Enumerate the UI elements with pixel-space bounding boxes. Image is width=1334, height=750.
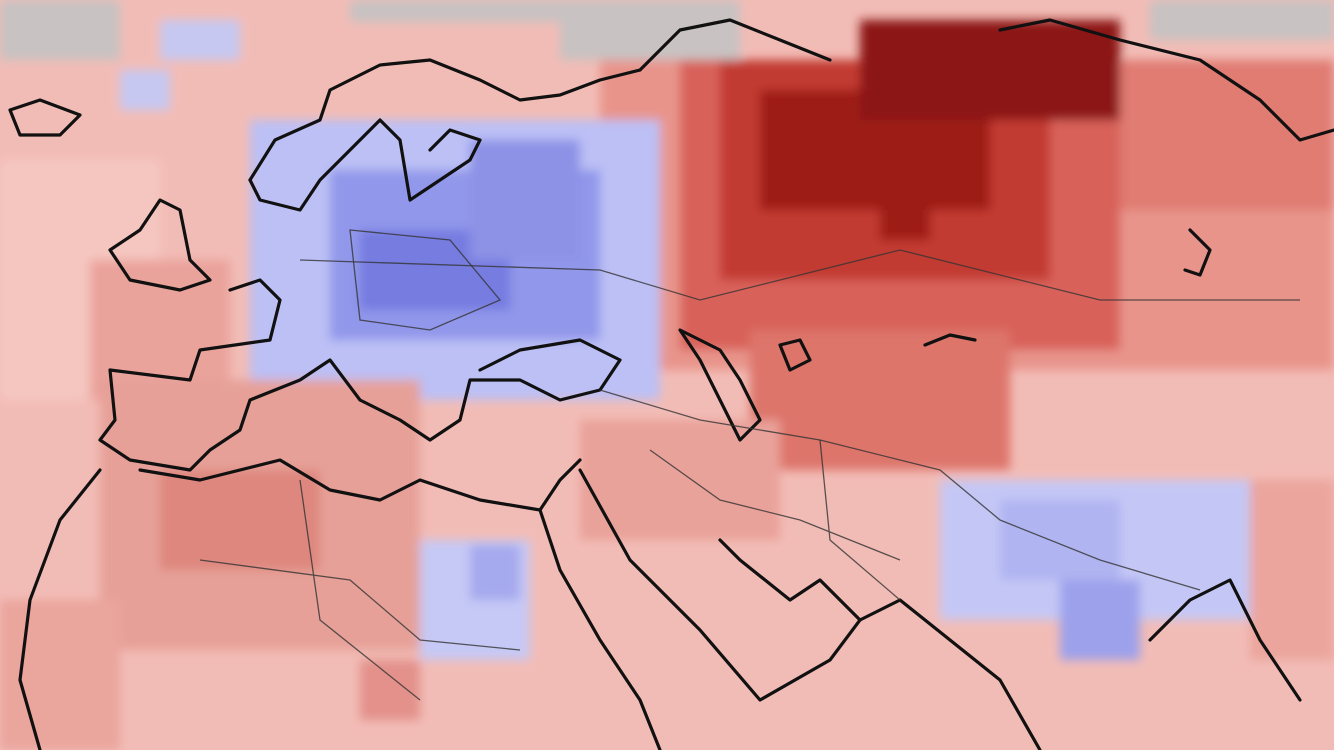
coastline: [1183, 228, 1212, 277]
no-data-cell: [0, 0, 120, 60]
coastline: [98, 278, 622, 472]
cool-cell: [120, 70, 170, 110]
no-data-cell: [560, 0, 740, 60]
coastline: [858, 598, 1042, 750]
lake: [778, 333, 977, 372]
coastline: [18, 468, 102, 750]
coastlines: [8, 18, 1334, 750]
coastline: [248, 58, 642, 182]
warm-cell: [580, 420, 780, 540]
warm-cell: [360, 660, 420, 720]
cool-cell: [160, 20, 240, 60]
warm-cell: [1250, 480, 1334, 660]
coastline: [8, 98, 82, 137]
coastline: [248, 118, 482, 212]
caspian-sea: [678, 328, 762, 442]
warm-cell: [750, 330, 1010, 470]
border-line: [349, 229, 502, 331]
cool-cell: [1060, 580, 1140, 660]
warm-cell: [0, 600, 120, 750]
coastline: [108, 198, 212, 292]
border-line: [199, 479, 521, 701]
coastline: [538, 508, 662, 750]
border-line: [649, 439, 901, 601]
cool-cell: [1000, 500, 1120, 580]
no-data-cell: [1150, 0, 1334, 40]
cool-cell: [470, 140, 580, 260]
coastline: [138, 458, 582, 512]
cool-cell: [470, 545, 520, 600]
coastline: [578, 468, 862, 702]
hot-cell: [860, 20, 1120, 120]
borders: [199, 229, 1300, 701]
border-line: [299, 249, 1300, 301]
coastline: [638, 18, 1334, 142]
border-line: [599, 389, 1201, 591]
warm-cell: [160, 470, 320, 570]
coastline: [1148, 578, 1302, 702]
hot-cell: [880, 180, 930, 240]
warm-cell: [1120, 60, 1334, 210]
